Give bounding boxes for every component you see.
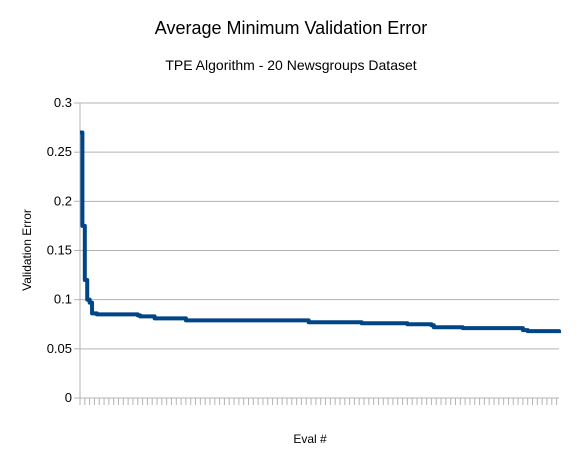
y-tick-label-6: 0.3 (54, 95, 72, 110)
y-tick-label-5: 0.25 (47, 144, 72, 159)
gridlines (74, 102, 559, 399)
x-minor-ticks (79, 398, 558, 405)
y-tick-label-3: 0.15 (47, 243, 72, 258)
chart-title: Average Minimum Validation Error (155, 18, 427, 38)
chart-subtitle: TPE Algorithm - 20 Newsgroups Dataset (165, 57, 416, 73)
y-tick-label-2: 0.1 (54, 292, 72, 307)
y-tick-label-1: 0.05 (47, 341, 72, 356)
series-line-validation-error (80, 130, 561, 334)
y-axis-label: Validation Error (20, 209, 34, 291)
y-tick-label-0: 0 (65, 390, 72, 405)
x-axis-label: Eval # (293, 432, 327, 446)
y-tick-labels: 0 0.05 0.1 0.15 0.2 0.25 0.3 (47, 95, 72, 405)
y-tick-label-4: 0.2 (54, 193, 72, 208)
